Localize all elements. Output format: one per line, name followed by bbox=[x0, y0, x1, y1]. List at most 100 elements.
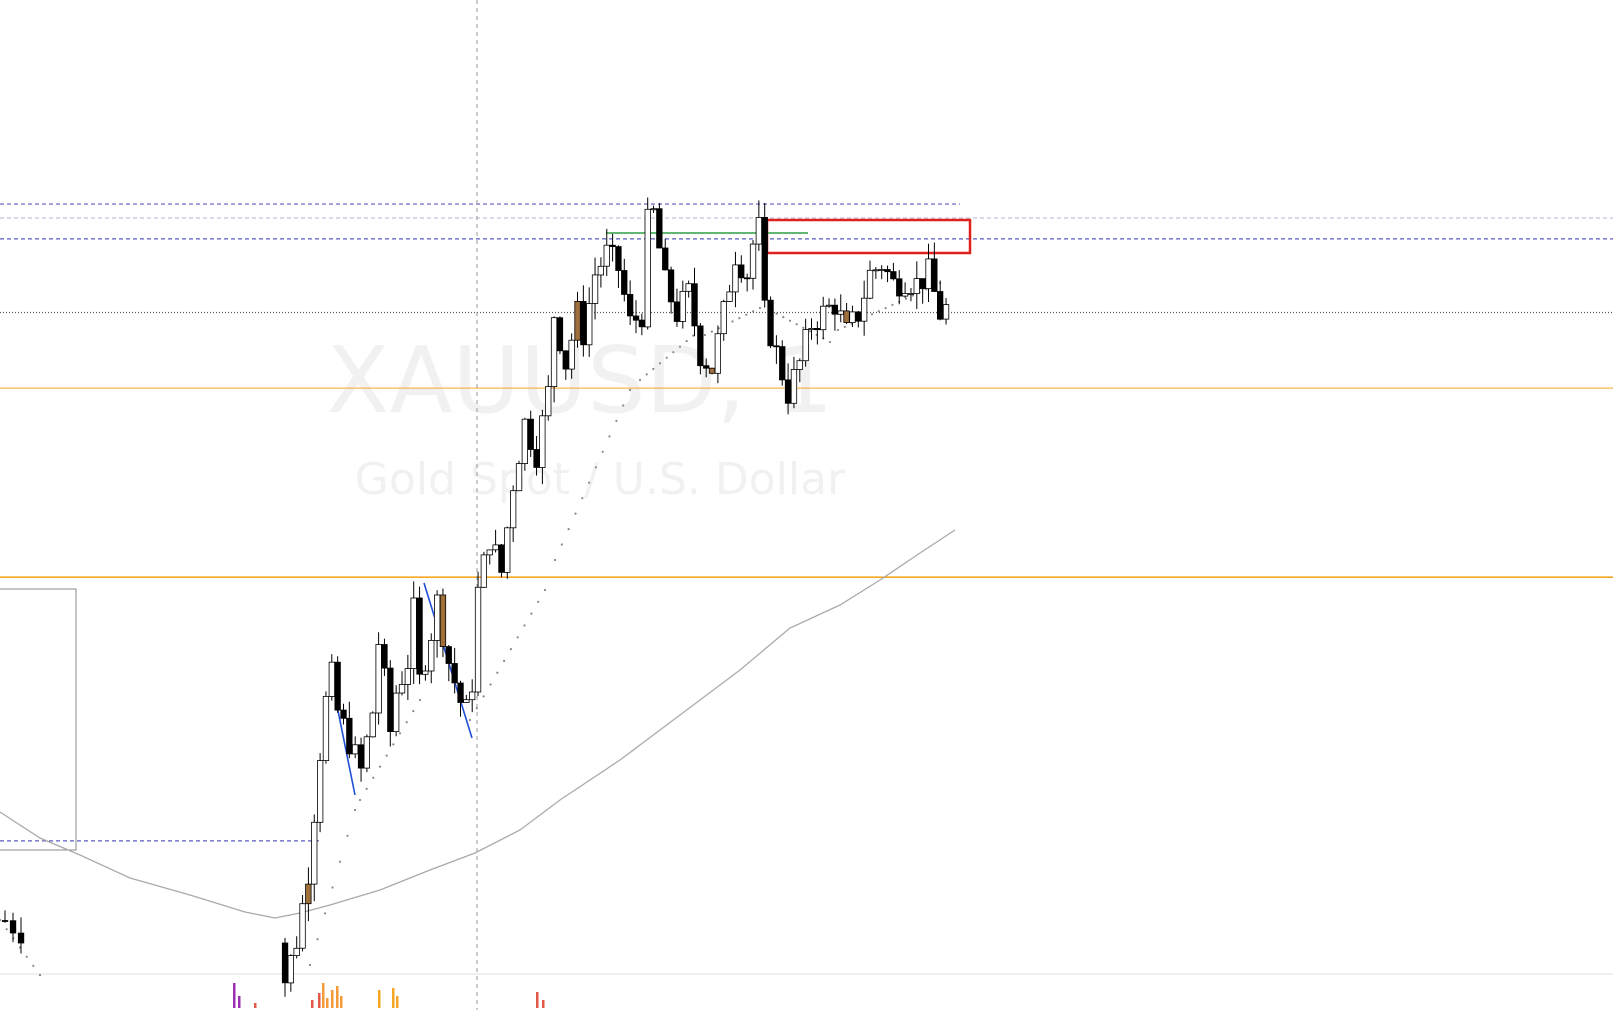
volume-bar-11 bbox=[392, 988, 395, 1008]
psar-dot-10 bbox=[331, 886, 334, 889]
candle-body bbox=[861, 297, 868, 322]
candle-body bbox=[820, 305, 827, 331]
psar-dot-65 bbox=[752, 310, 755, 313]
psar-dot-53 bbox=[672, 351, 675, 354]
candle-body bbox=[615, 246, 622, 271]
candle-body bbox=[287, 955, 295, 984]
candle-14 bbox=[346, 701, 353, 759]
candle-body bbox=[504, 527, 511, 573]
psar-dot-59 bbox=[710, 330, 714, 333]
candle-body bbox=[814, 327, 821, 331]
psar-dot-12 bbox=[346, 834, 349, 837]
candle-body bbox=[767, 299, 774, 347]
candle-body bbox=[703, 365, 710, 369]
candle-76 bbox=[708, 367, 716, 375]
candle-103 bbox=[866, 260, 874, 300]
volume-bar-3 bbox=[311, 1000, 314, 1008]
candle-body bbox=[679, 290, 686, 322]
candle-77 bbox=[714, 325, 721, 384]
psar-dot-70 bbox=[788, 319, 792, 322]
psar-dot-82 bbox=[870, 313, 874, 316]
psar-dot-7 bbox=[308, 963, 312, 967]
candle-37 bbox=[480, 551, 488, 588]
candle-body bbox=[802, 329, 809, 362]
psar-dot-78 bbox=[843, 325, 846, 328]
candle-body bbox=[749, 243, 757, 279]
candle-101 bbox=[855, 310, 862, 328]
candle-body bbox=[416, 597, 423, 675]
candle-109 bbox=[901, 282, 909, 298]
psar-dot-40 bbox=[581, 497, 584, 500]
candle-24 bbox=[404, 654, 412, 700]
candle-body bbox=[866, 269, 874, 299]
candle-body bbox=[410, 597, 417, 669]
candle-17 bbox=[363, 734, 371, 773]
candle-1 bbox=[9, 912, 17, 943]
candle-body bbox=[439, 594, 447, 647]
volume-bar-7 bbox=[331, 990, 334, 1008]
candle-body bbox=[901, 293, 909, 297]
candle-10 bbox=[322, 691, 330, 764]
candle-58 bbox=[603, 228, 610, 277]
candle-0 bbox=[1, 910, 9, 923]
candle-body bbox=[363, 736, 371, 769]
psar-dot-1 bbox=[5, 928, 8, 931]
candle-body bbox=[509, 490, 517, 529]
candle-body bbox=[334, 661, 341, 711]
candle-22 bbox=[392, 685, 400, 737]
psar-dot-48 bbox=[638, 378, 642, 382]
candle-67 bbox=[656, 203, 663, 249]
candle-45 bbox=[527, 410, 534, 457]
candle-16 bbox=[357, 737, 365, 782]
candle-body bbox=[714, 333, 721, 374]
psar-dot-49 bbox=[645, 373, 648, 376]
psar-dot-16 bbox=[372, 776, 375, 779]
psar-dot-18 bbox=[385, 754, 388, 757]
candle-102 bbox=[861, 280, 868, 336]
candle-70 bbox=[673, 288, 681, 327]
candle-body bbox=[796, 360, 803, 370]
candle-8 bbox=[311, 814, 318, 902]
candle-48 bbox=[545, 375, 552, 421]
candle-body bbox=[1, 920, 9, 922]
highlight-box bbox=[765, 218, 972, 255]
candle-27 bbox=[422, 665, 429, 681]
psar-dot-35 bbox=[543, 588, 547, 592]
candle-55 bbox=[586, 287, 593, 357]
candle-35 bbox=[468, 679, 476, 713]
candle-body bbox=[925, 258, 932, 289]
candle-65 bbox=[644, 197, 651, 330]
candle-body bbox=[369, 712, 376, 738]
candle-13 bbox=[340, 703, 347, 725]
candle-body bbox=[428, 640, 435, 672]
candle-body bbox=[878, 269, 885, 271]
candle-105 bbox=[878, 265, 885, 280]
psar-dot-51 bbox=[658, 362, 662, 365]
candle-body bbox=[831, 304, 838, 315]
candle-68 bbox=[662, 238, 669, 271]
candle-body bbox=[937, 291, 944, 320]
candle-79 bbox=[726, 284, 733, 303]
candle-body bbox=[849, 311, 856, 323]
candle-29 bbox=[433, 590, 441, 658]
candle-25 bbox=[410, 581, 417, 685]
candle-31 bbox=[445, 645, 452, 682]
volume-bar-8 bbox=[336, 986, 339, 1008]
candle-88 bbox=[779, 340, 786, 386]
candle-23 bbox=[398, 671, 406, 696]
candle-body bbox=[357, 744, 365, 769]
psar-dot-63 bbox=[738, 317, 741, 320]
candle-body bbox=[597, 265, 604, 276]
candle-54 bbox=[580, 285, 587, 357]
candle-33 bbox=[457, 680, 464, 717]
candle-40 bbox=[498, 543, 505, 578]
candle-2 bbox=[17, 917, 25, 954]
psar-dot-9 bbox=[323, 912, 327, 915]
candle-60 bbox=[615, 245, 622, 288]
candle-body bbox=[673, 301, 681, 322]
candle-body bbox=[773, 345, 780, 348]
candle-body bbox=[433, 594, 441, 641]
psar-dot-45 bbox=[615, 419, 618, 422]
